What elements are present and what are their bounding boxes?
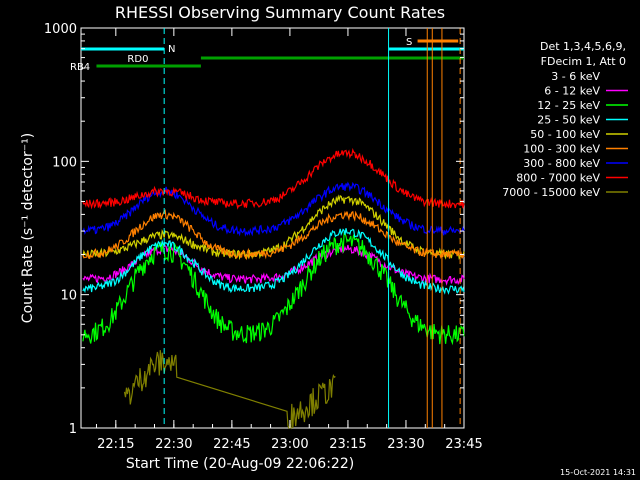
- y-tick-label: 1000: [44, 22, 77, 37]
- render-timestamp: 15-Oct-2021 14:31: [560, 468, 636, 477]
- legend-label: 12 - 25 keV: [537, 99, 600, 112]
- series-line-7: [82, 147, 465, 210]
- event-lines: [163, 28, 461, 428]
- flag-label-rd0: RD0: [127, 54, 148, 65]
- x-tick-label: 22:15: [97, 437, 134, 452]
- legend-label: 300 - 800 keV: [523, 157, 600, 170]
- legend-label: 3 - 6 keV: [551, 70, 600, 83]
- series-line-5: [82, 209, 465, 261]
- y-axis-label: Count Rate (s⁻¹ detector⁻¹): [20, 133, 36, 323]
- series-line-4: [82, 194, 465, 261]
- x-tick-label: 23:15: [329, 437, 366, 452]
- x-tick-label: 22:30: [155, 437, 192, 452]
- legend-header-line-1: Det 1,3,4,5,6,9,: [540, 40, 626, 53]
- x-tick-label: 23:30: [387, 437, 424, 452]
- legend: Det 1,3,4,5,6,9, FDecim 1, Att 0 3 - 6 k…: [502, 40, 628, 199]
- legend-label: 50 - 100 keV: [530, 128, 600, 141]
- legend-label: 25 - 50 keV: [537, 114, 600, 127]
- plot-frame: [80, 27, 465, 429]
- series-line-8: [123, 350, 336, 430]
- flag-bars: RD0 RB4 N S: [70, 37, 464, 73]
- axes-group: 22:15 22:30 22:45 23:00 23:15 23:30 23:45 1 10 10…: [44, 22, 483, 452]
- series-line-3: [82, 228, 465, 295]
- series-line-2: [82, 231, 465, 346]
- flag-label-s: S: [406, 37, 412, 48]
- x-axis-label: Start Time (20-Aug-09 22:06:22): [126, 456, 354, 472]
- y-tick-label: 100: [52, 155, 77, 170]
- x-tick-label: 23:00: [271, 437, 308, 452]
- legend-label: 7000 - 15000 keV: [502, 186, 600, 199]
- legend-label: 6 - 12 keV: [544, 85, 600, 98]
- x-tick-label: 22:45: [213, 437, 250, 452]
- x-tick-label: 23:45: [445, 437, 482, 452]
- legend-label: 100 - 300 keV: [523, 143, 600, 156]
- flag-label-n: N: [168, 44, 175, 55]
- legend-label: 800 - 7000 keV: [516, 172, 600, 185]
- series-group: [82, 147, 465, 430]
- chart-title: RHESSI Observing Summary Count Rates: [115, 3, 445, 22]
- series-line-0: [82, 256, 465, 301]
- y-tick-label: 1: [69, 422, 77, 437]
- y-tick-label: 10: [60, 289, 77, 304]
- flag-label-rb4: RB4: [70, 62, 90, 73]
- legend-header-line-2: FDecim 1, Att 0: [541, 55, 626, 68]
